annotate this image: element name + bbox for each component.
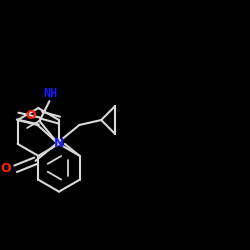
Text: O: O xyxy=(0,162,11,175)
Text: N: N xyxy=(54,138,64,150)
Text: NH: NH xyxy=(43,87,58,100)
Text: O: O xyxy=(26,108,36,122)
